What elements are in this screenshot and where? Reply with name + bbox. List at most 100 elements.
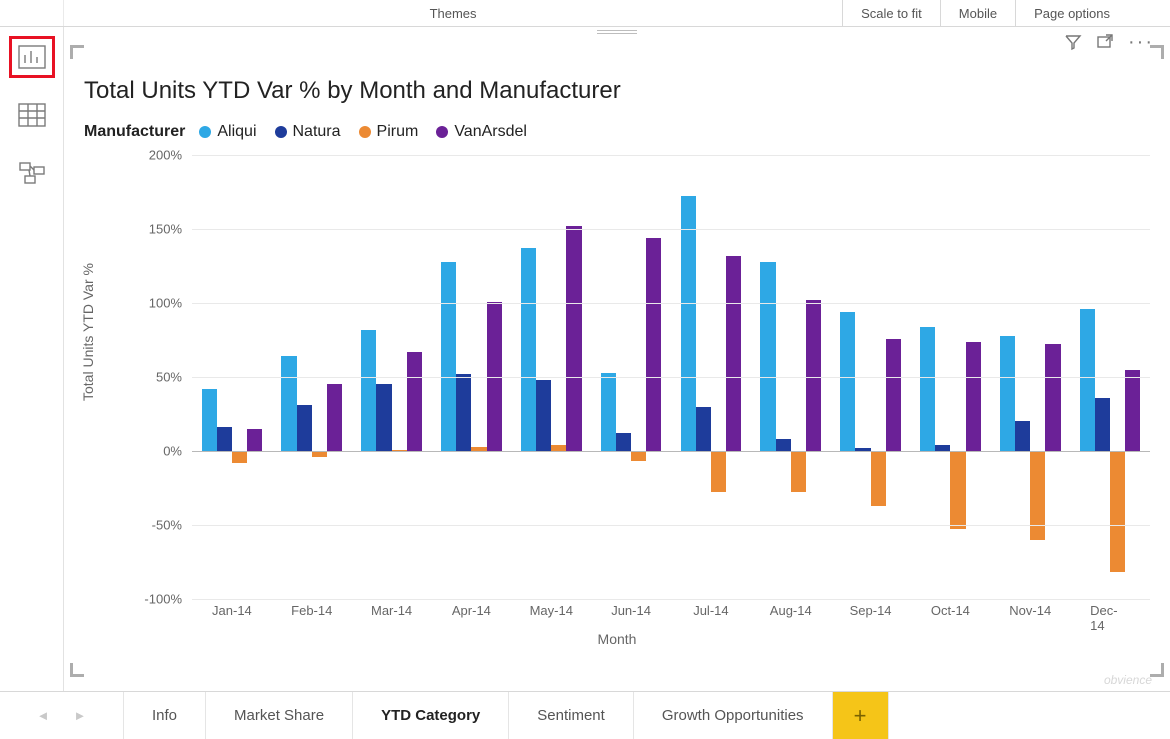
model-icon [18,161,46,185]
resize-handle-br[interactable] [1150,663,1164,677]
bar[interactable] [966,342,981,452]
bar[interactable] [806,300,821,451]
bar[interactable] [456,374,471,451]
bar[interactable] [281,356,296,451]
add-page-button[interactable]: + [833,692,889,739]
legend-item[interactable]: Natura [275,123,341,141]
bar[interactable] [696,407,711,451]
bar[interactable] [536,380,551,451]
bar[interactable] [1125,370,1140,451]
report-view-button[interactable] [10,37,54,77]
y-axis-title: Total Units YTD Var % [80,263,96,401]
themes-menu[interactable]: Themes [64,0,843,26]
tab-next-icon[interactable]: ► [74,708,87,723]
tabs-spacer [889,692,1170,739]
bar[interactable] [920,327,935,451]
page-tab[interactable]: YTD Category [353,692,509,739]
tab-nav-arrows: ◄ ► [0,692,124,739]
plot-region [192,155,1150,599]
x-tick-label: Jun-14 [611,603,651,618]
bar[interactable] [646,238,661,451]
y-tick-label: -100% [144,592,182,607]
bar[interactable] [886,339,901,451]
chart-title: Total Units YTD Var % by Month and Manuf… [84,77,621,105]
chart-legend: Manufacturer AliquiNaturaPirumVanArsdel [84,123,537,141]
bar[interactable] [726,256,741,451]
scale-to-fit-button[interactable]: Scale to fit [843,0,941,26]
topbar-spacer [0,0,64,26]
tab-prev-icon[interactable]: ◄ [37,708,50,723]
page-tab[interactable]: Sentiment [509,692,634,739]
legend-label: Aliqui [217,123,256,141]
bar[interactable] [840,312,855,451]
legend-swatch [275,126,287,138]
legend-swatch [199,126,211,138]
bar[interactable] [791,451,806,492]
bar[interactable] [1095,398,1110,451]
table-icon [18,103,46,127]
y-tick-label: -50% [152,518,182,533]
y-tick-label: 50% [156,370,182,385]
model-view-button[interactable] [10,153,54,193]
bar[interactable] [441,262,456,451]
bar[interactable] [631,451,646,461]
page-tab[interactable]: Info [124,692,206,739]
bar[interactable] [247,429,262,451]
bar[interactable] [407,352,422,451]
bar[interactable] [776,439,791,451]
data-view-button[interactable] [10,95,54,135]
bar[interactable] [376,384,391,451]
bar[interactable] [760,262,775,451]
bar[interactable] [1000,336,1015,451]
bar[interactable] [1045,344,1060,451]
bar[interactable] [950,451,965,529]
y-tick-label: 0% [163,443,182,458]
bar[interactable] [521,248,536,451]
bar[interactable] [616,433,631,451]
x-tick-label: Mar-14 [371,603,412,618]
legend-item[interactable]: Aliqui [199,123,256,141]
bar[interactable] [202,389,217,451]
bar[interactable] [1015,421,1030,451]
bar[interactable] [1080,309,1095,451]
visual-drag-handle[interactable] [597,29,637,35]
y-axis-labels: 200%150%100%50%0%-50%-100% [128,155,188,599]
bar[interactable] [297,405,312,451]
x-tick-label: Feb-14 [291,603,332,618]
resize-handle-bl[interactable] [70,663,84,677]
bar[interactable] [1030,451,1045,540]
grid-line [192,303,1150,304]
bar[interactable] [711,451,726,492]
x-tick-label: Jul-14 [693,603,728,618]
legend-item[interactable]: Pirum [359,123,419,141]
mobile-button[interactable]: Mobile [941,0,1016,26]
report-canvas[interactable]: ··· Total Units YTD Var % by Month and M… [64,27,1170,691]
x-tick-label: Jan-14 [212,603,252,618]
x-tick-label: Aug-14 [770,603,812,618]
legend-label: VanArsdel [454,123,527,141]
bar[interactable] [681,196,696,451]
bar[interactable] [361,330,376,451]
x-tick-label: May-14 [530,603,573,618]
bar[interactable] [232,451,247,463]
page-tab[interactable]: Market Share [206,692,353,739]
legend-swatch [359,126,371,138]
bar[interactable] [327,384,342,451]
page-tab[interactable]: Growth Opportunities [634,692,833,739]
page-options-button[interactable]: Page options [1016,0,1170,26]
bar[interactable] [217,427,232,451]
grid-line [192,229,1150,230]
x-tick-label: Nov-14 [1009,603,1051,618]
page-tabs-bar: ◄ ► InfoMarket ShareYTD CategorySentimen… [0,691,1170,739]
zero-line [192,451,1150,452]
legend-item[interactable]: VanArsdel [436,123,527,141]
grid-line [192,599,1150,600]
bar[interactable] [601,373,616,451]
resize-handle-tr[interactable] [1150,45,1164,59]
bar[interactable] [566,226,581,451]
y-tick-label: 100% [149,295,182,310]
grid-line [192,377,1150,378]
bar[interactable] [871,451,886,506]
bar[interactable] [1110,451,1125,572]
resize-handle-tl[interactable] [70,45,84,59]
